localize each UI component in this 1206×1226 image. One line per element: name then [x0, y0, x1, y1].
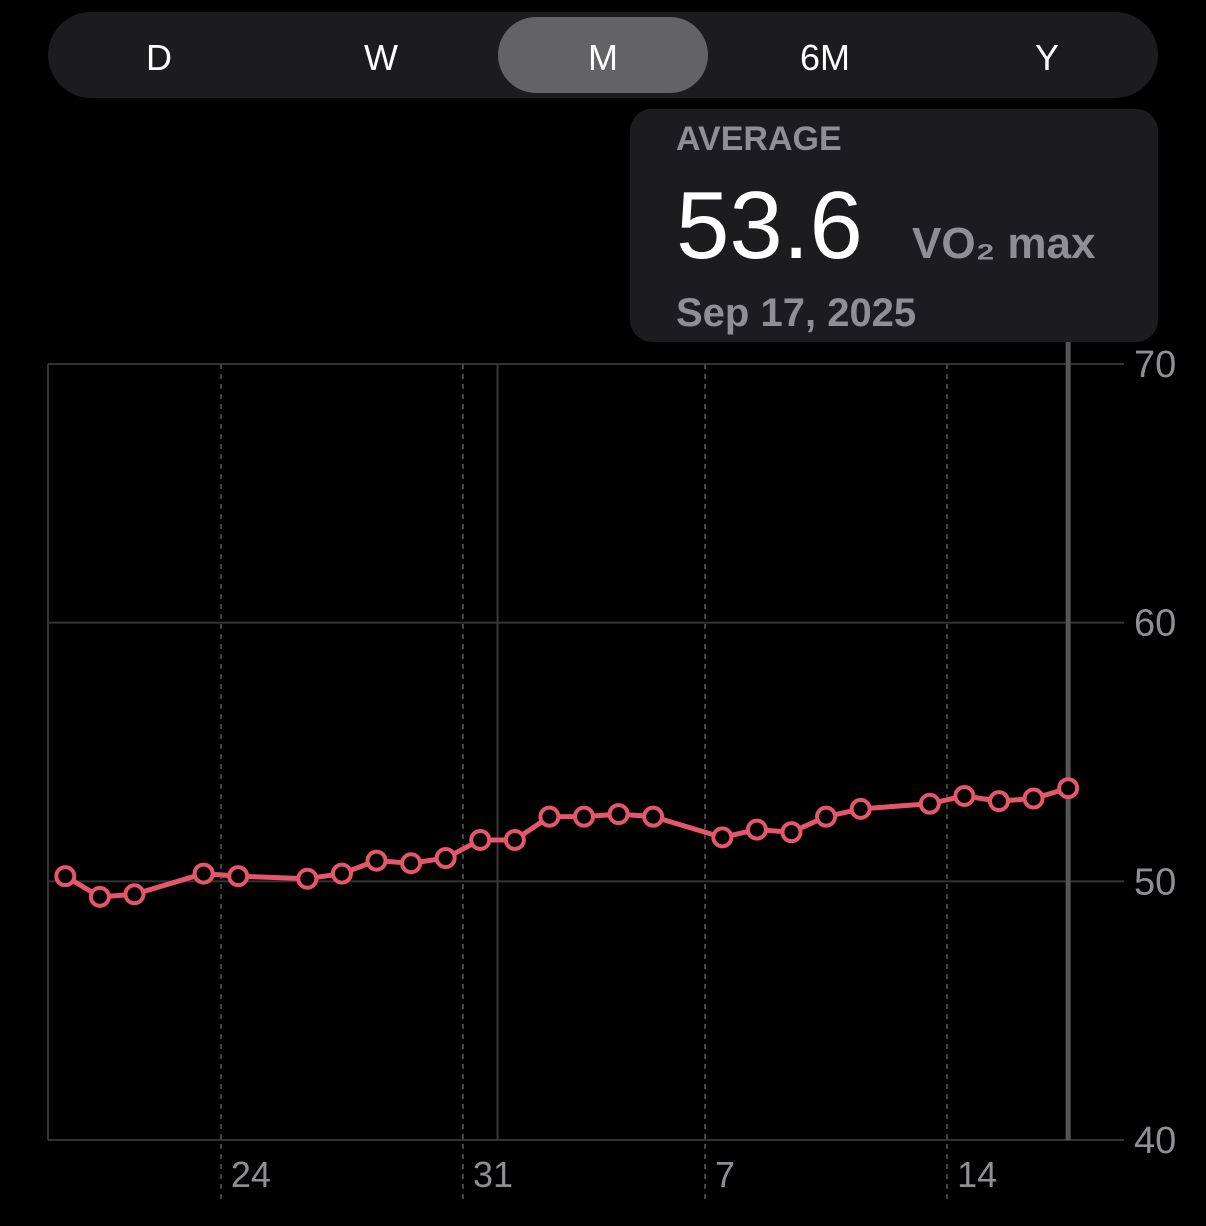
- data-point: [780, 821, 803, 844]
- data-point: [54, 865, 77, 888]
- data-point: [365, 849, 388, 872]
- x-tick-label: 31: [473, 1154, 513, 1195]
- data-point: [573, 805, 595, 828]
- data-point: [88, 885, 111, 908]
- data-point: [607, 803, 630, 826]
- plot: 40 50 60 70 24 31 7 14: [47, 342, 1176, 1200]
- data-point: [469, 828, 492, 851]
- y-tick-label: 50: [1134, 861, 1176, 903]
- data-point: [711, 826, 734, 849]
- y-tick-label: 40: [1134, 1120, 1176, 1162]
- data-point: [849, 797, 872, 820]
- data-point: [538, 805, 561, 828]
- segment-label[interactable]: 6M: [800, 37, 850, 78]
- x-tick-label: 14: [957, 1154, 997, 1195]
- callout-label: AVERAGE: [676, 120, 842, 158]
- x-tick-label: 7: [715, 1154, 735, 1195]
- data-point: [1022, 787, 1045, 810]
- data-point: [918, 792, 941, 815]
- data-line: [64, 785, 1069, 900]
- data-point: [192, 862, 215, 885]
- data-point: [745, 818, 768, 841]
- data-point: [1057, 777, 1080, 800]
- data-point: [330, 862, 353, 885]
- x-tick-label: 24: [231, 1154, 271, 1195]
- data-point: [642, 805, 665, 828]
- segment-label[interactable]: W: [364, 37, 398, 78]
- callout-date: Sep 17, 2025: [676, 291, 916, 335]
- data-point: [953, 784, 976, 807]
- segment-selected[interactable]: [498, 17, 708, 93]
- data-point: [434, 847, 457, 870]
- data-point: [815, 805, 838, 828]
- data-point: [123, 883, 146, 906]
- y-tick-label: 70: [1134, 344, 1176, 386]
- data-point: [227, 865, 250, 888]
- data-point: [400, 852, 423, 875]
- segment-label[interactable]: Y: [1035, 37, 1059, 78]
- segment-label[interactable]: M: [588, 37, 618, 78]
- data-point: [987, 790, 1010, 813]
- data-point: [296, 867, 319, 890]
- callout: [630, 109, 1158, 342]
- callout-value: 53.6: [676, 172, 863, 279]
- segments: D W M 6M Y: [146, 17, 1059, 93]
- data-point: [503, 828, 526, 851]
- y-tick-label: 60: [1134, 603, 1176, 645]
- callout-unit: VO₂ max: [912, 219, 1096, 268]
- segment-label[interactable]: D: [146, 37, 172, 78]
